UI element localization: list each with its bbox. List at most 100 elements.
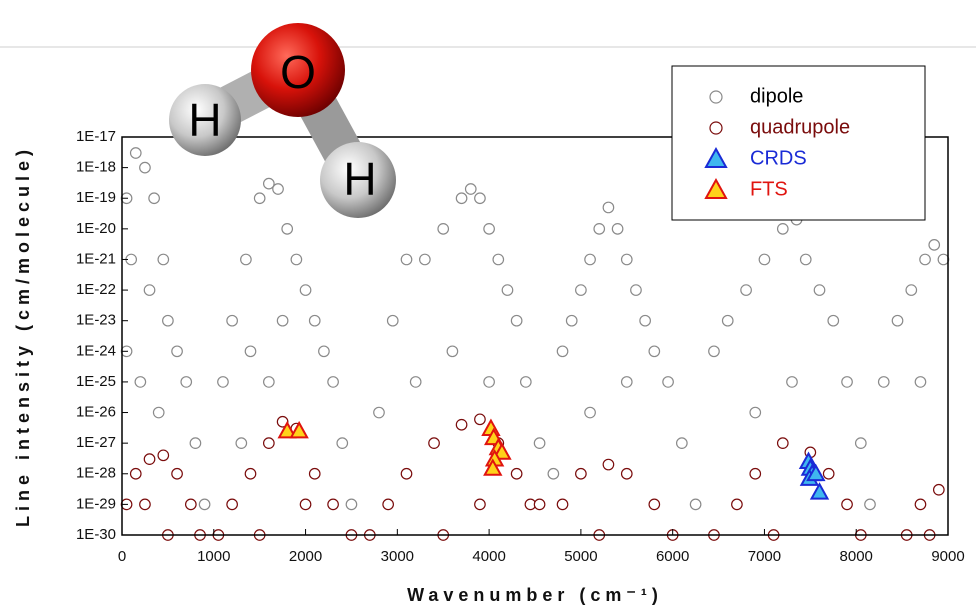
circle-marker bbox=[318, 345, 330, 358]
y-tick-label: 1E-26 bbox=[76, 404, 116, 421]
circle-marker bbox=[290, 253, 303, 266]
circle-marker bbox=[709, 121, 723, 135]
circle-marker bbox=[400, 467, 413, 480]
circle-marker bbox=[914, 376, 927, 388]
circle-marker bbox=[152, 406, 165, 419]
circle-marker bbox=[575, 467, 587, 480]
x-tick-label: 5000 bbox=[564, 548, 597, 565]
circle-marker bbox=[620, 467, 633, 480]
circle-marker bbox=[731, 498, 743, 511]
hydrogen-atom bbox=[169, 84, 241, 156]
circle-marker bbox=[584, 253, 596, 266]
legend-label: quadrupole bbox=[750, 116, 850, 138]
x-tick-label: 8000 bbox=[840, 548, 873, 565]
y-tick-label: 1E-30 bbox=[76, 526, 116, 543]
circle-marker bbox=[308, 314, 321, 327]
circle-marker bbox=[235, 437, 248, 450]
circle-marker bbox=[813, 284, 826, 296]
circle-marker bbox=[501, 284, 514, 296]
circle-marker bbox=[129, 467, 142, 480]
circle-marker bbox=[932, 483, 945, 496]
circle-marker bbox=[386, 314, 399, 327]
circle-marker bbox=[937, 253, 950, 266]
circle-marker bbox=[189, 437, 202, 450]
circle-marker bbox=[919, 253, 931, 266]
circle-marker bbox=[134, 376, 147, 388]
circle-marker bbox=[129, 147, 142, 159]
y-tick-label: 1E-25 bbox=[76, 373, 116, 390]
circle-marker bbox=[162, 314, 174, 327]
circle-marker bbox=[198, 498, 211, 511]
circle-marker bbox=[262, 177, 275, 190]
circle-marker bbox=[419, 253, 431, 266]
circle-marker bbox=[740, 284, 752, 296]
y-tick-label: 1E-23 bbox=[76, 312, 116, 329]
x-tick-label: 3000 bbox=[381, 548, 414, 565]
circle-marker bbox=[519, 376, 532, 388]
circle-marker bbox=[776, 222, 789, 235]
circle-marker bbox=[483, 222, 495, 235]
circle-marker bbox=[262, 437, 275, 450]
circle-marker bbox=[308, 467, 321, 480]
y-tick-label: 1E-18 bbox=[76, 159, 116, 176]
y-tick-label: 1E-19 bbox=[76, 189, 116, 206]
circle-marker bbox=[226, 498, 238, 511]
circle-marker bbox=[602, 458, 615, 471]
circle-marker bbox=[689, 498, 702, 511]
circle-marker bbox=[547, 467, 560, 480]
circle-marker bbox=[455, 418, 468, 431]
circle-marker bbox=[565, 314, 578, 327]
circle-marker bbox=[841, 498, 853, 511]
circle-marker bbox=[157, 253, 170, 266]
circle-marker bbox=[630, 284, 642, 296]
circle-marker bbox=[639, 314, 651, 327]
circle-marker bbox=[217, 376, 229, 388]
circle-marker bbox=[244, 345, 257, 358]
x-tick-label: 6000 bbox=[656, 548, 689, 565]
circle-marker bbox=[510, 467, 523, 480]
circle-marker bbox=[611, 222, 624, 235]
circle-marker bbox=[276, 415, 289, 428]
circle-marker bbox=[240, 253, 252, 266]
circle-marker bbox=[533, 498, 546, 511]
circle-marker bbox=[382, 498, 395, 511]
legend-label: dipole bbox=[750, 85, 803, 107]
circle-marker bbox=[400, 253, 413, 266]
circle-marker bbox=[327, 498, 339, 511]
circle-marker bbox=[139, 161, 151, 174]
circle-marker bbox=[428, 437, 440, 450]
circle-marker bbox=[409, 376, 422, 388]
circle-marker bbox=[758, 253, 771, 266]
circle-marker bbox=[786, 376, 798, 388]
circle-marker bbox=[281, 222, 294, 235]
y-tick-label: 1E-20 bbox=[76, 220, 116, 237]
x-tick-label: 9000 bbox=[931, 548, 964, 565]
triangle-marker bbox=[704, 177, 728, 199]
circle-marker bbox=[928, 239, 941, 251]
circle-marker bbox=[492, 253, 505, 266]
triangle-marker bbox=[483, 458, 503, 476]
circle-marker bbox=[891, 314, 904, 327]
circle-marker bbox=[171, 467, 183, 480]
circle-marker bbox=[226, 314, 238, 327]
circle-marker bbox=[533, 437, 546, 450]
y-tick-label: 1E-17 bbox=[76, 128, 116, 145]
circle-marker bbox=[721, 314, 734, 327]
triangle-marker bbox=[809, 482, 830, 500]
triangle-marker bbox=[277, 420, 297, 439]
circle-marker bbox=[593, 222, 606, 235]
circle-marker bbox=[446, 345, 459, 358]
circle-marker bbox=[474, 498, 486, 511]
circle-marker bbox=[749, 467, 762, 480]
circle-marker bbox=[905, 284, 918, 296]
circle-marker bbox=[675, 437, 688, 450]
circle-marker bbox=[662, 376, 674, 388]
circle-marker bbox=[184, 498, 197, 511]
circle-marker bbox=[556, 498, 569, 511]
hydrogen-atom bbox=[320, 142, 396, 218]
atom-label: H bbox=[343, 153, 376, 205]
circle-marker bbox=[143, 453, 156, 466]
circle-marker bbox=[244, 467, 257, 480]
circle-marker bbox=[373, 406, 385, 419]
circle-marker bbox=[143, 284, 156, 296]
